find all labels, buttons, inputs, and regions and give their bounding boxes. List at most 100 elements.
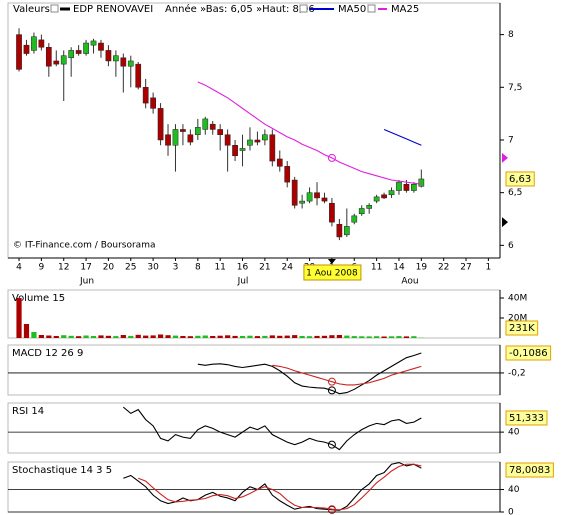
candle-body: [403, 183, 410, 191]
cursor-point: [327, 505, 336, 514]
y-tick-label: 8: [508, 30, 514, 40]
volume-bar: [411, 336, 417, 338]
candle-body: [45, 47, 52, 67]
candle-body: [269, 134, 276, 162]
cursor-level: [502, 217, 508, 228]
candle-body: [299, 200, 305, 204]
volume-bar: [217, 335, 223, 338]
x-tick-label: 19: [416, 263, 428, 273]
header-range: Année »Bas: 6,05 »Haut: 8,06: [165, 3, 315, 15]
candle-body: [224, 134, 231, 146]
month-label: Aou: [401, 277, 418, 287]
x-tick-label: 21: [259, 263, 270, 273]
x-tick-label: 11: [371, 263, 382, 273]
volume-bar: [277, 335, 283, 338]
volume-bar: [76, 336, 82, 338]
candle-body: [284, 166, 291, 183]
volume-bar: [180, 336, 186, 338]
candle-body: [343, 226, 350, 236]
cursor-label: 1 Aou 2008: [306, 269, 358, 279]
candle-body: [165, 134, 171, 146]
candle-body: [254, 139, 261, 143]
candle-body: [105, 50, 112, 62]
legend-box: [299, 4, 308, 13]
volume-bar: [306, 336, 313, 338]
volume-bar: [225, 335, 231, 338]
volume-bar: [254, 336, 261, 338]
volume-bar: [172, 335, 179, 338]
candle-body: [306, 192, 313, 202]
x-tick-label: 17: [80, 263, 91, 273]
value-label: -0,1086: [509, 348, 548, 359]
x-tick-label: 27: [460, 263, 471, 273]
volume-bar: [128, 335, 134, 338]
candle-body: [98, 42, 104, 51]
candle-body: [75, 50, 82, 54]
volume-bar: [187, 336, 193, 338]
volume-bar: [366, 336, 372, 338]
volume-bar: [388, 336, 395, 338]
value-box: [505, 345, 552, 361]
volume-bar: [202, 335, 208, 338]
candle-body: [127, 60, 134, 67]
cursor-point: [327, 153, 336, 162]
series-line: [123, 461, 422, 511]
volume-bar: [314, 335, 320, 338]
value-box: [505, 320, 539, 336]
panel-title: MACD 12 26 9: [12, 348, 83, 359]
volume-bar: [105, 335, 112, 338]
header-label: Valeurs: [13, 4, 50, 15]
x-tick-label: 14: [393, 263, 405, 273]
volume-bar: [396, 336, 402, 338]
volume-bar: [38, 335, 44, 338]
volume-bar: [329, 335, 335, 338]
candle-body: [291, 179, 298, 206]
volume-bar: [53, 336, 59, 338]
volume-bar: [321, 335, 328, 338]
volume-bar: [31, 332, 37, 338]
legend-box: [50, 4, 59, 13]
volume-bar: [299, 336, 305, 338]
volume-bar: [16, 298, 22, 338]
candle-body: [217, 129, 224, 135]
y-tick-label: 40: [508, 428, 520, 438]
panel-title: RSI 14: [12, 406, 44, 417]
volume-bar: [90, 336, 97, 338]
y-tick-label: 0: [508, 508, 514, 515]
candle-body: [16, 34, 22, 70]
x-tick-label: 9: [39, 263, 45, 273]
y-tick-label: 20M: [508, 314, 527, 324]
month-label: Jul: [237, 277, 249, 287]
candle-body: [366, 205, 373, 209]
x-tick-label: 24: [281, 263, 293, 273]
volume-bar: [23, 324, 30, 338]
volume-bar: [351, 336, 357, 338]
candle-body: [351, 215, 358, 223]
volume-bar: [143, 335, 149, 338]
legend-label: EDP RENOVAVEI: [73, 4, 153, 15]
legend-box: [367, 4, 376, 13]
cursor-arrow: [327, 259, 336, 264]
x-tick-label: 12: [58, 263, 69, 273]
x-tick-label: 16: [237, 263, 249, 273]
volume-bar: [344, 335, 350, 338]
candle-body: [180, 129, 186, 132]
legend-label: MA25: [391, 4, 419, 15]
volume-bar: [98, 335, 104, 338]
candle-body: [187, 134, 194, 143]
volume-bar: [403, 336, 410, 338]
candle-body: [194, 127, 201, 135]
candle-body: [396, 181, 402, 191]
candle-body: [336, 224, 343, 238]
value-label: 78,0083: [509, 465, 550, 476]
candle-body: [209, 123, 216, 130]
x-tick-label: 8: [195, 263, 201, 273]
volume-bar: [232, 335, 238, 338]
y-tick-label: -0,2: [508, 368, 526, 378]
candle-body: [38, 39, 45, 48]
volume-bar: [210, 336, 216, 338]
candle-body: [113, 55, 119, 62]
volume-bar: [135, 334, 141, 338]
candle-body: [157, 108, 164, 141]
